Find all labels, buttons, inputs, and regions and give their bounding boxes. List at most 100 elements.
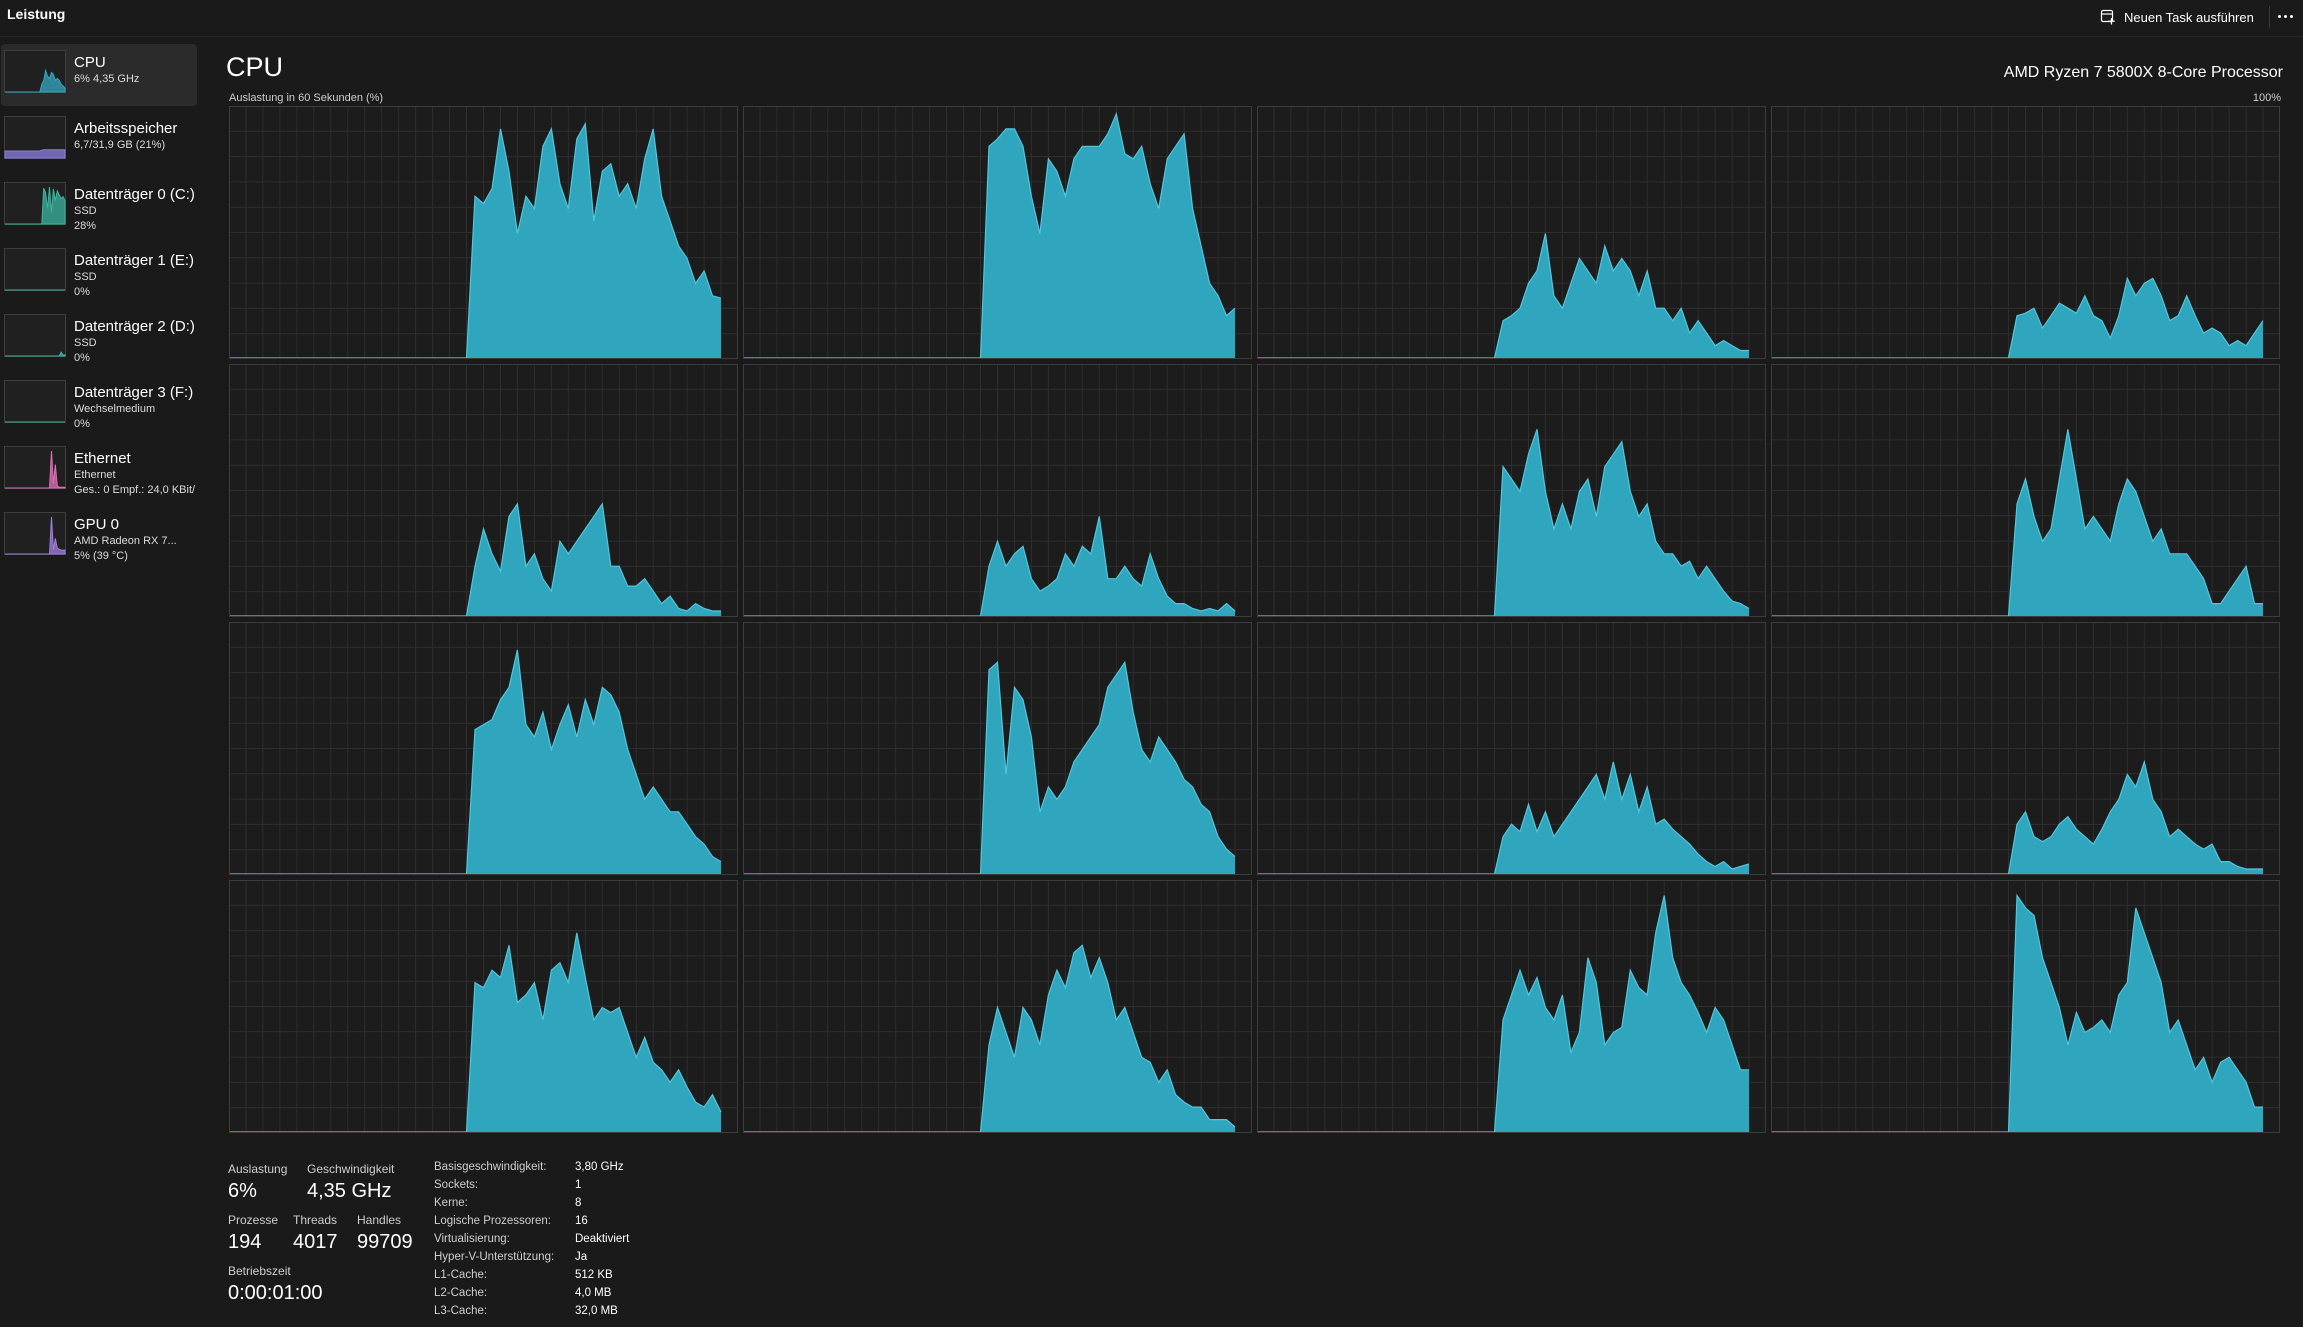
core-usage-area (1494, 429, 1749, 616)
sidebar-item-text: Datenträger 2 (D:) SSD 0% (74, 318, 195, 366)
sidebar-item-cpu[interactable]: CPU 6% 4,35 GHz (1, 44, 197, 106)
spec-label: L3-Cache: (434, 1305, 488, 1317)
sidebar-item-title: Ethernet (74, 450, 131, 467)
core-graph-14 (1257, 880, 1766, 1133)
more-options-button[interactable] (2272, 2, 2300, 30)
thumbnail-background (4, 248, 66, 291)
sidebar-thumbnail-graph (4, 380, 66, 423)
graph-gridlines (1257, 106, 1766, 359)
core-usage-line (743, 944, 1236, 1133)
sidebar-item-detail: Wechselmedium (74, 403, 156, 415)
sidebar-item-disk-1[interactable]: Datenträger 1 (E:) SSD 0% (1, 242, 197, 304)
spec-label: L1-Cache: (434, 1269, 488, 1281)
sidebar-item-disk-3[interactable]: Datenträger 3 (F:) Wechselmedium 0% (1, 374, 197, 436)
utilization-label: Auslastung (228, 1162, 288, 1176)
page-title: CPU (226, 52, 284, 82)
sidebar-thumbnail-graph (4, 116, 66, 159)
thumbnail-graph-area (5, 516, 66, 555)
thumbnail-background (4, 314, 66, 357)
core-usage-area (980, 114, 1235, 358)
processes-value: 194 (228, 1231, 262, 1253)
handles-value: 99709 (357, 1231, 413, 1253)
graph-border (743, 106, 1252, 359)
sidebar-item-title: GPU 0 (74, 516, 120, 533)
core-usage-line (229, 932, 722, 1133)
run-new-task-button[interactable]: Neuen Task ausführen (2100, 5, 2254, 29)
graph-gridlines (1771, 106, 2280, 359)
core-graph-9 (743, 622, 1252, 875)
sidebar-item-detail: SSD (74, 337, 97, 349)
core-usage-area (1494, 233, 1749, 358)
graph-border (229, 106, 738, 359)
spec-value: Deaktiviert (575, 1233, 630, 1245)
thumbnail-background (4, 512, 66, 555)
core-usage-line (1771, 429, 2263, 617)
sidebar-thumbnail-graph (4, 182, 66, 225)
core-graph-13 (743, 880, 1252, 1133)
chart-max-label: 100% (2252, 92, 2281, 104)
core-usage-area (980, 945, 1235, 1132)
sidebar-item-gpu-0[interactable]: GPU 0 AMD Radeon RX 7... 5% (39 °C) (1, 506, 197, 568)
spec-label: Kerne: (434, 1197, 468, 1209)
sidebar-item-disk-2[interactable]: Datenträger 2 (D:) SSD 0% (1, 308, 197, 370)
sidebar-item-disk-0[interactable]: Datenträger 0 (C:) SSD 28% (1, 176, 197, 238)
graph-gridlines (1257, 622, 1766, 875)
spec-value: 32,0 MB (575, 1305, 618, 1317)
graph-gridlines (1771, 622, 2280, 875)
sidebar-item-detail: AMD Radeon RX 7... (74, 535, 177, 547)
sidebar-item-text: CPU 6% 4,35 GHz (74, 54, 139, 87)
app-title: Leistung (7, 6, 66, 22)
core-usage-line (1257, 429, 1750, 617)
core-usage-line (1257, 895, 1749, 1133)
core-usage-area (980, 516, 1235, 616)
graph-border (743, 622, 1252, 875)
sidebar-item-detail: 0% (74, 286, 90, 298)
spec-label: Logische Prozessoren: (434, 1215, 551, 1227)
core-usage-line (1771, 759, 2263, 875)
sidebar-item-text: Datenträger 1 (E:) SSD 0% (74, 252, 194, 300)
thumbnail-graph-area (5, 351, 66, 357)
toolbar-divider (2269, 6, 2270, 28)
core-usage-line (743, 516, 1236, 617)
core-usage-line (743, 660, 1236, 875)
graph-border (1771, 622, 2280, 875)
uptime-label: Betriebszeit (228, 1264, 291, 1278)
sidebar-item-detail: 28% (74, 220, 97, 232)
core-graph-1 (743, 106, 1252, 359)
core-usage-area (2008, 278, 2263, 358)
speed-value: 4,35 GHz (307, 1180, 392, 1202)
core-graph-0 (229, 106, 738, 359)
core-usage-area (2008, 895, 2263, 1132)
sidebar-item-memory[interactable]: Arbeitsspeicher 6,7/31,9 GB (21%) (1, 110, 197, 172)
core-usage-area (2008, 429, 2263, 616)
sidebar-item-detail: SSD (74, 205, 97, 217)
sidebar-item-ethernet[interactable]: Ethernet Ethernet Ges.: 0 Empf.: 24,0 KBit… (1, 440, 197, 502)
graph-border (1257, 880, 1766, 1133)
core-usage-area (1494, 761, 1749, 874)
core-graph-5 (743, 364, 1252, 617)
core-graph-2 (1257, 106, 1766, 359)
sidebar-item-title: Datenträger 0 (C:) (74, 186, 195, 203)
core-usage-line (229, 649, 722, 875)
handles-label: Handles (357, 1213, 402, 1227)
spec-value: 1 (575, 1179, 582, 1191)
graph-border (229, 880, 738, 1133)
core-graph-3 (1771, 106, 2280, 359)
sidebar-item-title: Datenträger 1 (E:) (74, 252, 195, 269)
sidebar-item-text: Datenträger 0 (C:) SSD 28% (74, 186, 195, 234)
graph-border (743, 880, 1252, 1133)
graph-border (1771, 106, 2280, 359)
sidebar-thumbnail-graph (4, 248, 66, 291)
core-graph-10 (1257, 622, 1766, 875)
sidebar-thumbnail-graph (4, 512, 66, 555)
core-graph-11 (1771, 622, 2280, 875)
spec-label: Hyper-V-Unterstützung: (434, 1251, 555, 1263)
spec-value: Ja (575, 1251, 588, 1263)
core-graph-7 (1771, 364, 2280, 617)
spec-label: Basisgeschwindigkeit: (434, 1161, 547, 1173)
graph-border (1771, 364, 2280, 617)
thumbnail-graph-area (5, 186, 66, 225)
sidebar-item-detail: 5% (39 °C) (74, 550, 128, 562)
spec-value: 4,0 MB (575, 1287, 612, 1299)
core-graph-8 (229, 622, 738, 875)
